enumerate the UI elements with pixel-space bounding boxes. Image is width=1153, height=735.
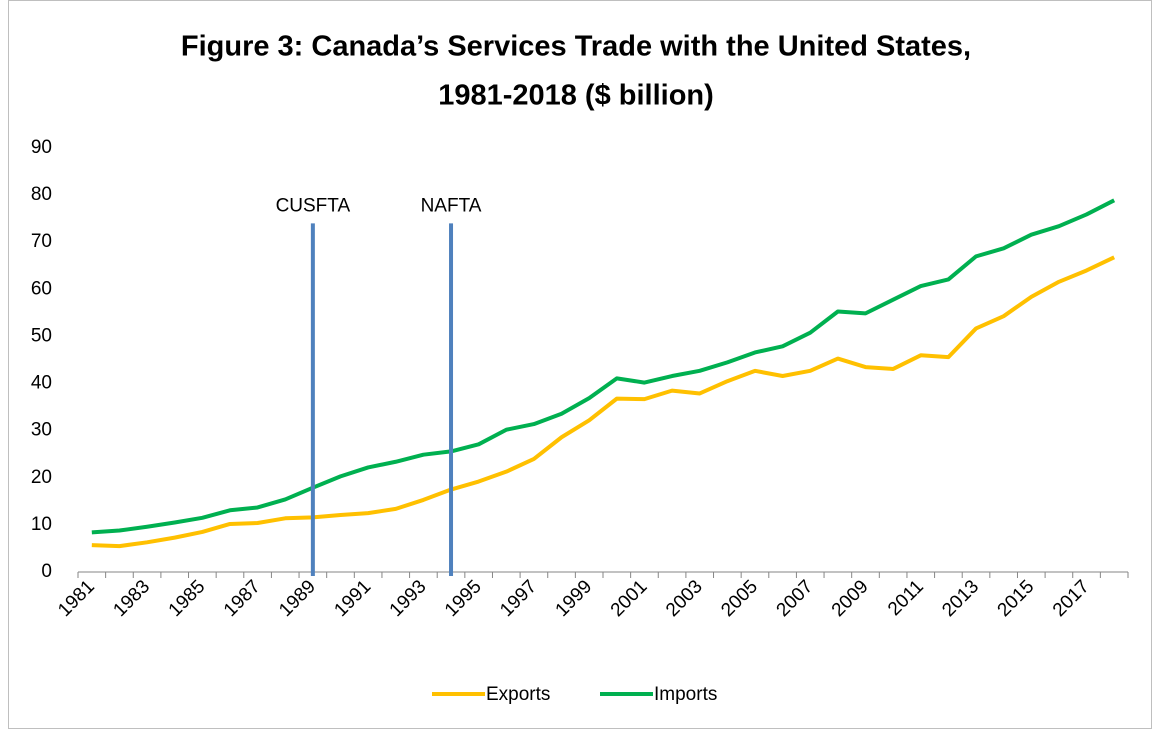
y-tick-label: 70	[31, 231, 52, 252]
annotation-label: CUSFTA	[276, 195, 351, 216]
y-tick-label: 40	[31, 373, 52, 394]
series-line	[91, 198, 1116, 535]
series-line	[91, 255, 1116, 549]
legend-label: Imports	[654, 684, 717, 705]
y-tick-label: 50	[31, 325, 52, 346]
chart-title: 1981-2018 ($ billion)	[438, 80, 714, 112]
y-tick-label: 0	[41, 561, 52, 582]
y-tick-label: 60	[31, 278, 52, 299]
legend-label: Exports	[486, 684, 550, 705]
y-tick-label: 10	[31, 514, 52, 535]
chart-title: Figure 3: Canada’s Services Trade with t…	[181, 31, 971, 63]
y-tick-label: 20	[31, 467, 52, 488]
y-tick-label: 80	[31, 184, 52, 205]
y-tick-label: 30	[31, 420, 52, 441]
y-tick-label: 90	[31, 137, 52, 158]
annotation-label: NAFTA	[421, 195, 482, 216]
chart-border	[8, 0, 1152, 729]
